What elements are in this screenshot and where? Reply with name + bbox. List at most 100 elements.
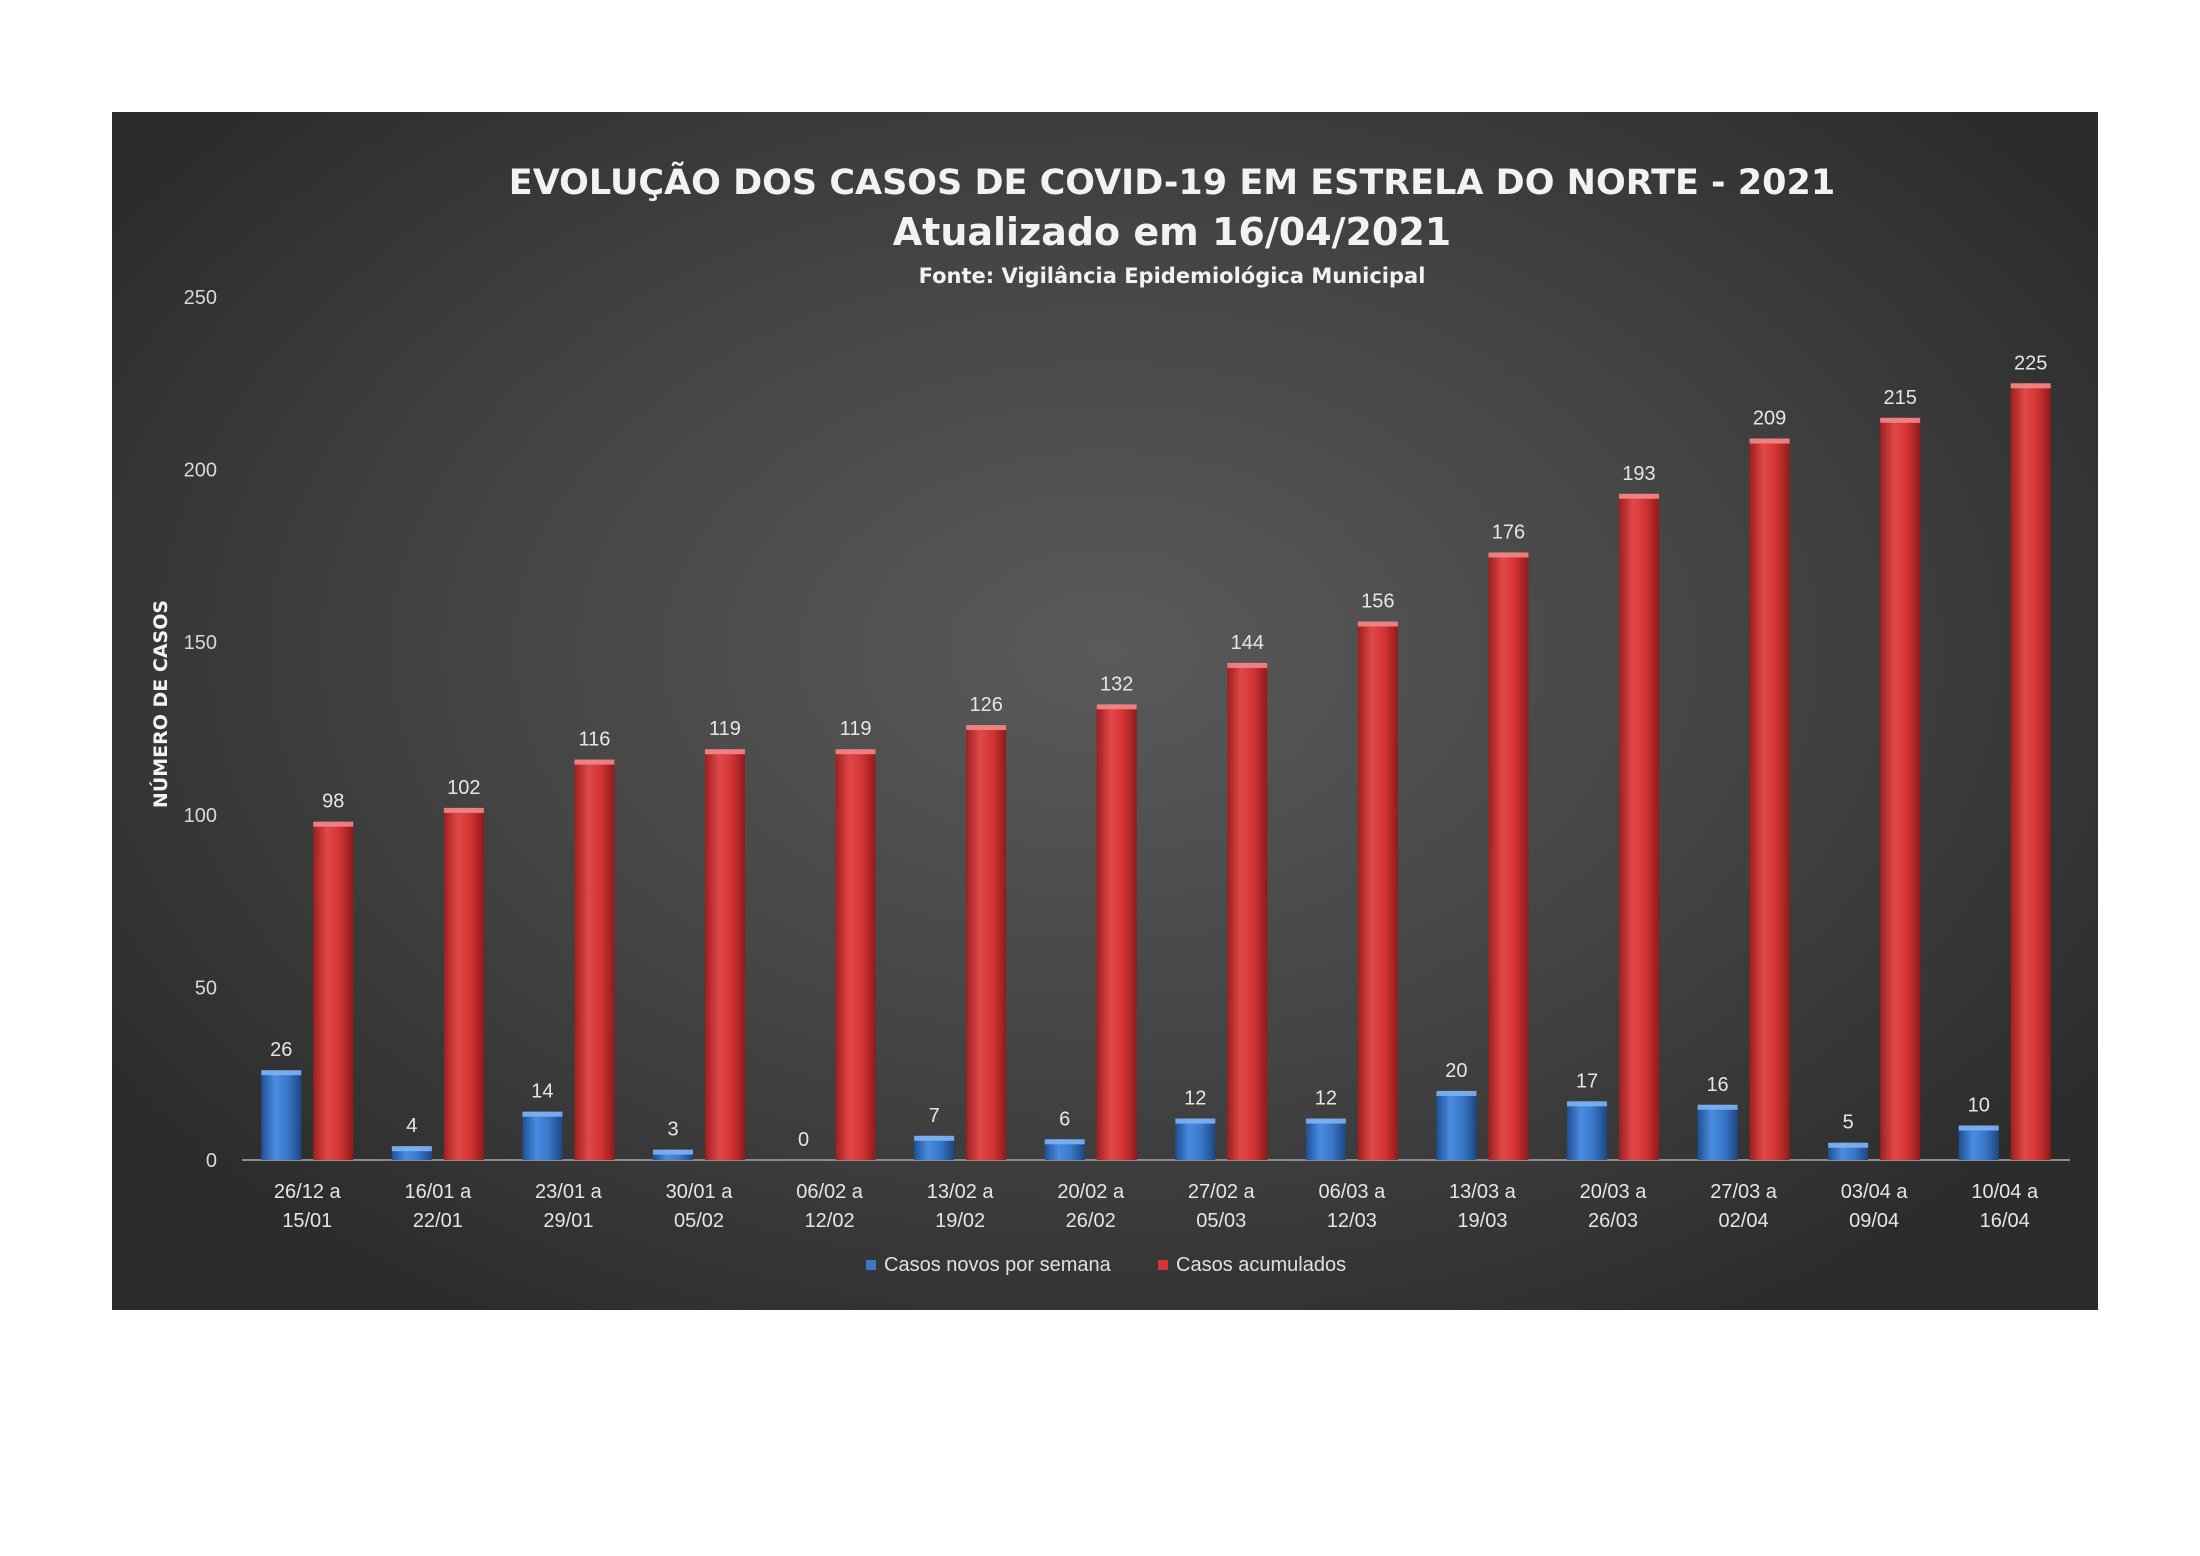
- bar-cap: [1096, 704, 1137, 710]
- chart-source: Fonte: Vigilância Epidemiológica Municip…: [919, 264, 1426, 288]
- data-label: 193: [1622, 463, 1655, 485]
- bar-cap: [574, 759, 615, 765]
- data-label: 3: [667, 1119, 678, 1141]
- bar-casos-novos: [1044, 1139, 1085, 1160]
- legend-entry: Casos novos por semana: [884, 1254, 1112, 1276]
- x-tick-label: 16/01 a 22/01: [404, 1181, 472, 1232]
- bar-cap: [1436, 1090, 1477, 1096]
- bar-casos-novos: [522, 1111, 563, 1160]
- data-label: 10: [1968, 1094, 1990, 1116]
- bar-casos-acumulados: [574, 759, 615, 1160]
- bar-casos-novos: [1305, 1118, 1346, 1160]
- bar-casos-acumulados: [313, 821, 354, 1160]
- x-tick-label: 06/03 a 12/03: [1318, 1181, 1386, 1232]
- bar-casos-novos: [653, 1149, 693, 1160]
- data-label: 119: [709, 718, 741, 740]
- bar-casos-novos: [1958, 1125, 1999, 1160]
- bar-casos-acumulados: [443, 807, 484, 1160]
- chart-title: EVOLUÇÃO DOS CASOS DE COVID-19 EM ESTREL…: [509, 161, 1835, 203]
- bar-casos-novos: [261, 1070, 302, 1160]
- bar-casos-acumulados: [1619, 493, 1659, 1160]
- x-tick-label: 27/03 a 02/04: [1710, 1181, 1778, 1232]
- legend: Casos novos por semana Casos acumulados: [866, 1254, 1346, 1276]
- data-label: 4: [406, 1115, 417, 1137]
- data-label: 209: [1753, 408, 1786, 430]
- x-tick-label: 03/04 a 09/04: [1841, 1181, 1909, 1232]
- y-tick-label: 150: [184, 632, 217, 654]
- bar-cap: [2010, 383, 2051, 389]
- x-tick-label: 30/01 a 05/02: [666, 1181, 734, 1232]
- bar-chart: EVOLUÇÃO DOS CASOS DE COVID-19 EM ESTREL…: [148, 161, 2070, 1276]
- data-label: 102: [447, 777, 480, 799]
- bar-casos-novos: [1175, 1118, 1216, 1160]
- data-label: 126: [969, 694, 1002, 716]
- data-label: 5: [1843, 1112, 1854, 1134]
- bar-casos-novos: [1436, 1090, 1477, 1160]
- x-tick-label: 13/02 a 19/02: [927, 1181, 995, 1232]
- bar-cap: [391, 1146, 432, 1152]
- bar-cap: [1227, 662, 1268, 668]
- bar-casos-acumulados: [1488, 552, 1529, 1160]
- bar-cap: [914, 1135, 955, 1141]
- legend-swatch-blue: [866, 1260, 876, 1270]
- data-label: 116: [578, 729, 610, 751]
- bar-casos-acumulados: [966, 725, 1007, 1160]
- bar-cap: [1175, 1118, 1216, 1124]
- bar-cap: [1828, 1142, 1869, 1148]
- y-tick-label: 0: [206, 1150, 217, 1172]
- data-label: 144: [1231, 632, 1264, 654]
- bar-cap: [313, 821, 354, 827]
- data-label: 119: [840, 718, 872, 740]
- data-label: 14: [531, 1081, 553, 1103]
- data-label: 26: [270, 1039, 292, 1061]
- x-tick-label: 23/01 a 29/01: [535, 1181, 603, 1232]
- bar-cap: [1749, 438, 1790, 444]
- bar-cap: [653, 1149, 693, 1155]
- x-tick-label: 20/02 a 26/02: [1057, 1181, 1125, 1232]
- y-tick-label: 100: [184, 805, 217, 827]
- bar-casos-acumulados: [2010, 383, 2051, 1160]
- data-label: 0: [798, 1129, 809, 1151]
- bar-cap: [835, 749, 876, 755]
- data-label: 176: [1492, 521, 1525, 543]
- x-tick-label: 10/04 a 16/04: [1971, 1181, 2039, 1232]
- bar-casos-novos: [1567, 1101, 1607, 1160]
- bar-cap: [1357, 621, 1398, 627]
- data-label: 132: [1100, 673, 1133, 695]
- data-label: 225: [2014, 352, 2047, 374]
- x-tick-label: 13/03 a 19/03: [1449, 1181, 1517, 1232]
- data-label: 12: [1315, 1088, 1337, 1110]
- bar-casos-acumulados: [1357, 621, 1398, 1160]
- chart-panel: EVOLUÇÃO DOS CASOS DE COVID-19 EM ESTREL…: [112, 112, 2098, 1310]
- bar-casos-acumulados: [1749, 438, 1790, 1161]
- data-label: 16: [1706, 1074, 1728, 1096]
- bar-cap: [1958, 1125, 1999, 1131]
- bar-cap: [522, 1111, 563, 1117]
- data-label: 20: [1445, 1060, 1467, 1082]
- bar-cap: [261, 1070, 302, 1076]
- bar-cap: [1567, 1101, 1607, 1107]
- bar-cap: [1305, 1118, 1346, 1124]
- y-tick-label: 250: [184, 287, 217, 309]
- y-tick-label: 50: [195, 977, 217, 999]
- bar-casos-acumulados: [1227, 662, 1268, 1160]
- bar-cap: [1697, 1104, 1738, 1110]
- y-tick-label: 200: [184, 460, 217, 482]
- x-tick-label: 06/02 a 12/02: [796, 1181, 864, 1232]
- bar-cap: [1488, 552, 1529, 558]
- x-tick-label: 20/03 a 26/03: [1580, 1181, 1648, 1232]
- data-label: 7: [929, 1105, 940, 1127]
- data-label: 98: [322, 791, 344, 813]
- x-tick-label: 26/12 a 15/01: [274, 1181, 342, 1232]
- bar-cap: [443, 807, 484, 813]
- data-label: 17: [1576, 1070, 1598, 1092]
- chart-subtitle: Atualizado em 16/04/2021: [893, 210, 1452, 254]
- bar-casos-acumulados: [1096, 704, 1137, 1160]
- legend-swatch-red: [1158, 1260, 1168, 1270]
- x-tick-label: 27/02 a 05/03: [1188, 1181, 1256, 1232]
- bar-cap: [705, 749, 745, 755]
- bar-cap: [1044, 1139, 1085, 1145]
- y-axis-label: NÚMERO DE CASOS: [148, 600, 172, 808]
- bar-casos-acumulados: [1880, 417, 1921, 1160]
- bar-cap: [966, 725, 1007, 731]
